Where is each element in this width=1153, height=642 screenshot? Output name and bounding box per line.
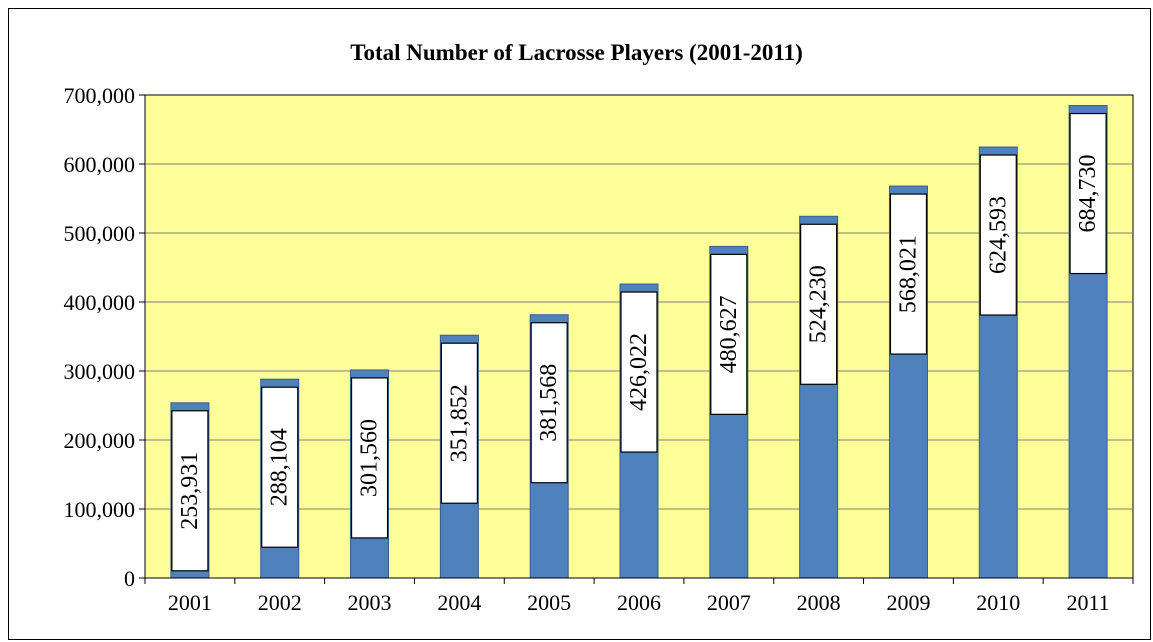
- data-label-box: [620, 291, 658, 453]
- data-label: 684,730: [1069, 112, 1107, 275]
- x-tick-label: 2002: [258, 590, 302, 615]
- data-label-text: 624,593: [985, 196, 1011, 274]
- y-tick-label: 400,000: [64, 290, 136, 315]
- data-label-box: [530, 322, 568, 484]
- data-label: 301,560: [350, 377, 389, 539]
- data-label-box: [171, 410, 209, 572]
- data-label: 351,852: [440, 342, 478, 504]
- data-label: 253,931: [171, 410, 209, 572]
- data-label: 426,022: [620, 291, 658, 453]
- data-label: 480,627: [710, 253, 748, 415]
- data-label-box: [889, 193, 928, 355]
- data-label: 288,104: [261, 386, 299, 548]
- y-tick-label: 300,000: [64, 359, 136, 384]
- data-label-box: [800, 223, 838, 385]
- y-tick-label: 0: [124, 566, 135, 591]
- x-tick-label: 2006: [617, 590, 661, 615]
- y-tick-label: 700,000: [64, 83, 136, 108]
- data-label-text: 351,852: [446, 384, 472, 462]
- data-label-text: 288,104: [267, 428, 293, 506]
- data-label-text: 568,021: [895, 235, 921, 313]
- x-tick-label: 2010: [976, 590, 1020, 615]
- chart-title: Total Number of Lacrosse Players (2001-2…: [350, 40, 803, 65]
- x-tick-label: 2011: [1066, 590, 1109, 615]
- data-label-box: [979, 154, 1017, 316]
- x-tick-label: 2007: [707, 590, 751, 615]
- data-label-text: 480,627: [716, 295, 742, 373]
- y-tick-label: 100,000: [64, 497, 136, 522]
- x-tick-label: 2009: [886, 590, 930, 615]
- data-label-text: 381,568: [536, 364, 562, 442]
- x-tick-label: 2005: [527, 590, 571, 615]
- x-tick-label: 2008: [797, 590, 841, 615]
- data-label: 568,021: [889, 193, 928, 355]
- data-label-box: [261, 386, 299, 548]
- data-label-text: 301,560: [357, 419, 383, 497]
- data-label: 524,230: [800, 223, 838, 385]
- data-label-text: 426,022: [626, 333, 652, 411]
- data-label-text: 253,931: [177, 452, 203, 530]
- axes: 0 100,000 200,000 300,000 400,000 500,000 600,…: [64, 83, 1134, 615]
- data-label: 624,593: [979, 154, 1017, 316]
- data-label-text: 524,230: [806, 265, 832, 343]
- y-tick-label: 200,000: [64, 428, 136, 453]
- data-labels: 253,931 288,104 301,560 351,852 381,568 426,0…: [171, 112, 1107, 572]
- data-label-box: [710, 253, 748, 415]
- data-label-text: 684,730: [1075, 155, 1101, 233]
- data-label-box: [1069, 112, 1107, 275]
- x-tick-label: 2001: [168, 590, 212, 615]
- y-tick-label: 600,000: [64, 152, 136, 177]
- data-label-box: [350, 377, 389, 539]
- y-tick-label: 500,000: [64, 221, 136, 246]
- x-tick-label: 2003: [348, 590, 392, 615]
- data-label: 381,568: [530, 322, 568, 484]
- x-tick-label: 2004: [437, 590, 481, 615]
- data-label-box: [440, 342, 478, 504]
